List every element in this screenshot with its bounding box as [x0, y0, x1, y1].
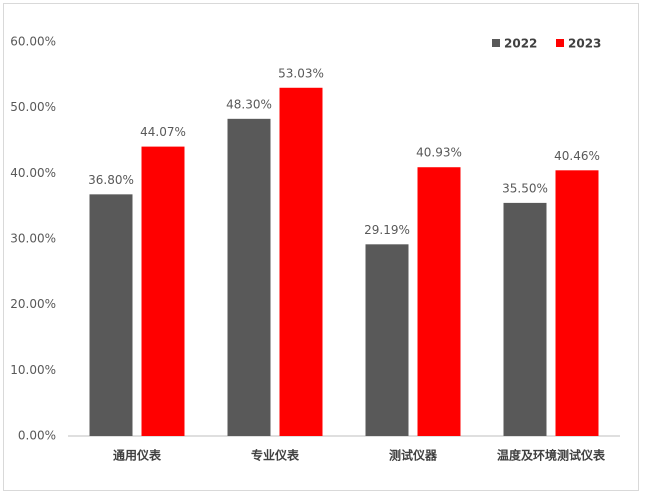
x-tick-label: 通用仪表 [113, 448, 162, 463]
value-label: 53.03% [278, 66, 324, 80]
bar [89, 194, 133, 436]
value-label: 40.46% [554, 149, 600, 163]
y-tick-label: 60.00% [10, 35, 56, 49]
y-tick-label: 0.00% [18, 429, 56, 443]
y-tick-label: 20.00% [10, 297, 56, 311]
y-tick-label: 30.00% [10, 232, 56, 246]
legend-label: 2023 [568, 37, 601, 51]
y-tick-label: 40.00% [10, 166, 56, 180]
bar [365, 244, 409, 436]
y-tick-label: 50.00% [10, 100, 56, 114]
bar [503, 202, 547, 436]
x-tick-label: 专业仪表 [251, 448, 300, 463]
x-tick-label: 测试仪器 [389, 448, 438, 463]
value-label: 48.30% [226, 97, 272, 111]
bar [227, 118, 271, 436]
y-tick-label: 10.00% [10, 363, 56, 377]
bar [279, 87, 323, 437]
legend-swatch [492, 39, 500, 47]
value-label: 44.07% [140, 125, 186, 139]
bar [417, 167, 461, 437]
x-tick-label: 温度及环境测试仪表 [497, 448, 606, 463]
value-label: 40.93% [416, 146, 462, 160]
bar [141, 146, 185, 436]
value-label: 35.50% [502, 181, 548, 195]
value-label: 36.80% [88, 173, 134, 187]
value-label: 29.19% [364, 223, 410, 237]
bar [555, 170, 599, 436]
legend-swatch [556, 39, 564, 47]
legend-label: 2022 [504, 37, 537, 51]
